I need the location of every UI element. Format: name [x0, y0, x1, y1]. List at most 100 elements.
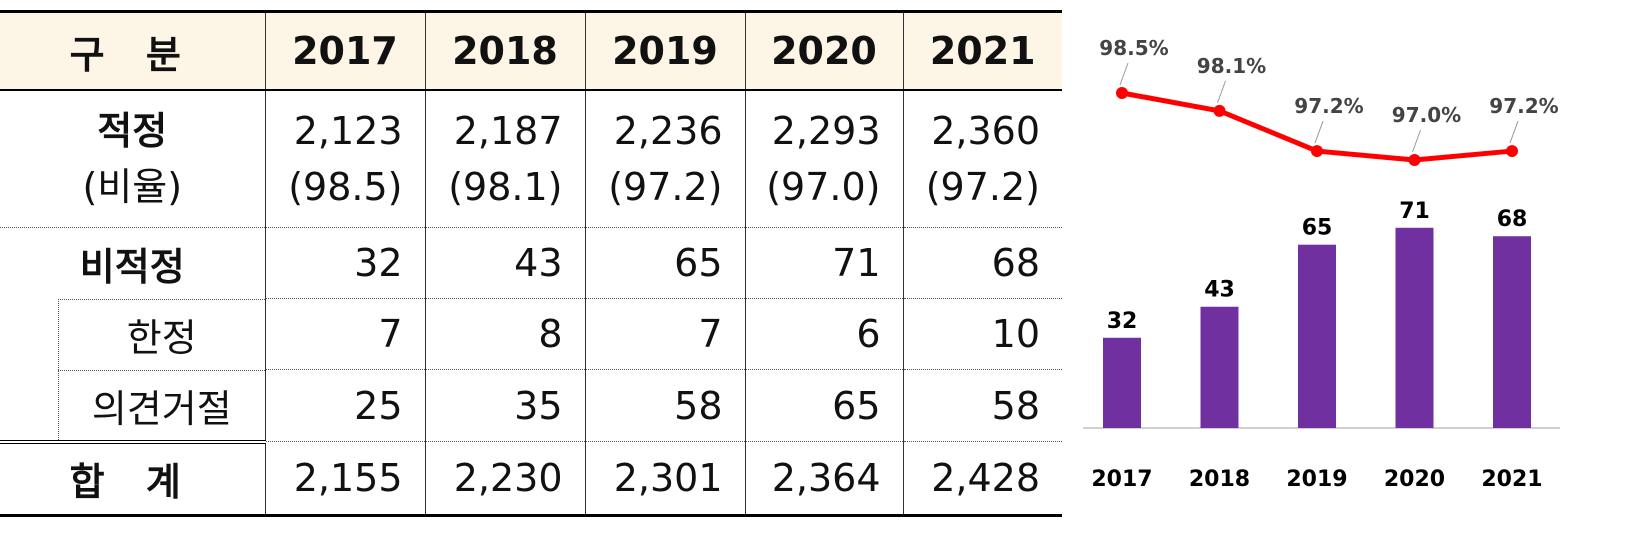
line-marker: [1213, 104, 1226, 117]
row-label: 비적정: [0, 227, 265, 299]
table-cell: 35: [424, 369, 585, 442]
header-row: 구 분 2017 2018 2019 2020 2021: [0, 10, 1062, 91]
x-tick-label: 2017: [1091, 467, 1152, 492]
header-cell: 구 분: [0, 10, 265, 91]
table-cell: 7: [584, 298, 745, 370]
cell-text: 한정: [126, 316, 197, 360]
table-cell: 58: [584, 369, 745, 442]
chart: 2017 2018 2019 2020 2021 32 43 65 71 68 98.5% 98.1%…: [1083, 36, 1560, 492]
cell-line: (97.2): [925, 165, 1040, 209]
cell-text: 의견거절: [91, 386, 232, 431]
row-label: 의견거절: [0, 369, 265, 442]
table-cell: 43: [424, 227, 585, 299]
header-cell: 2019: [584, 10, 745, 91]
table-cell: 32: [264, 227, 425, 299]
line-marker: [1311, 145, 1323, 158]
table-cell: 2,364: [744, 441, 903, 517]
line-label: 98.5%: [1099, 36, 1168, 60]
table-cell: 2,187 (98.1): [424, 90, 585, 228]
bar: [1298, 244, 1336, 428]
x-tick-label: 2020: [1384, 467, 1445, 492]
cell-line: (98.1): [448, 165, 563, 209]
table-row: 의견거절 25 35 58 65 58: [0, 369, 1062, 442]
leader-line: [1314, 120, 1324, 144]
bar-label: 65: [1302, 216, 1333, 241]
cell-text: 6: [856, 312, 881, 356]
cell-text: 71: [832, 241, 881, 285]
header-cell: 2020: [744, 10, 903, 91]
header-cell: 2021: [902, 10, 1062, 91]
table-cell: 71: [744, 227, 903, 299]
line-label: 97.0%: [1392, 103, 1461, 127]
table-cell: 10: [902, 298, 1062, 370]
table-row: 한정 7 8 7 6 10: [0, 298, 1062, 370]
cell-text: 25: [354, 383, 403, 428]
leader-line: [1217, 80, 1226, 104]
bar-label: 43: [1204, 278, 1235, 303]
table-cell: 2,155: [264, 441, 425, 517]
leader-line: [1412, 129, 1421, 153]
bar: [1200, 306, 1239, 428]
cell-text: 58: [991, 383, 1040, 428]
table-cell: 2,301: [584, 441, 745, 517]
cell-text: 2,428: [931, 455, 1040, 500]
row-label: 합 계: [0, 439, 265, 517]
cell-text: 2,301: [613, 455, 723, 500]
table-cell: 65: [744, 369, 903, 442]
table-cell: 2,428: [902, 441, 1062, 517]
line-marker: [1116, 87, 1128, 99]
header-cell: 2018: [424, 10, 585, 91]
line-label: 97.2%: [1294, 94, 1363, 118]
table-cell: 25: [264, 369, 425, 442]
cell-text: 7: [378, 312, 403, 356]
table-cell: 2,236 (97.2): [584, 90, 745, 228]
bar: [1493, 236, 1531, 428]
cell-line: 2,360: [931, 109, 1040, 153]
cell-text: 2,230: [453, 455, 563, 500]
cell-line: 2,236: [613, 109, 723, 153]
leader-line: [1509, 120, 1519, 144]
table-cell: 65: [584, 227, 745, 299]
x-tick-label: 2021: [1481, 467, 1542, 492]
cell-text: 합 계: [69, 460, 195, 504]
cell-text: 2,155: [293, 455, 403, 500]
table-cell: 2,293 (97.0): [744, 90, 903, 228]
line-label: 97.2%: [1489, 94, 1558, 118]
cell-text: 8: [538, 312, 563, 356]
table-cell: 2,360 (97.2): [902, 90, 1062, 228]
bar-label: 71: [1399, 199, 1430, 224]
header-cell: 2017: [264, 10, 425, 91]
sub-label: 한정: [58, 298, 265, 370]
line-marker: [1408, 154, 1421, 166]
cell-text: 10: [991, 312, 1040, 356]
cell-line: 2,187: [453, 109, 563, 153]
table-cell: 2,230: [424, 441, 585, 517]
row-label: 한정: [0, 298, 265, 370]
bar: [1395, 227, 1434, 428]
cell-text: 32: [354, 241, 403, 285]
table-cell: 8: [424, 298, 585, 370]
table-cell: 58: [902, 369, 1062, 442]
table-cell: 68: [902, 227, 1062, 299]
cell-text: 65: [832, 383, 881, 428]
cell-line: (97.0): [766, 165, 881, 209]
cell-text: 58: [674, 383, 723, 428]
bar: [1103, 337, 1141, 428]
cell-text: 65: [674, 241, 723, 285]
table-cell: 6: [744, 298, 903, 370]
table-row: 비적정 32 43 65 71 68: [0, 227, 1062, 299]
sub-label: 의견거절: [58, 369, 265, 440]
table-cell: 7: [264, 298, 425, 370]
cell-text: 2,364: [771, 455, 881, 500]
cell-text: 43: [514, 241, 563, 285]
x-tick-label: 2018: [1189, 467, 1250, 492]
leader-line: [1119, 62, 1129, 86]
cell-text: 35: [514, 383, 563, 428]
table-cell: 2,123 (98.5): [264, 90, 425, 228]
line-label: 98.1%: [1197, 54, 1266, 78]
data-table: 구 분 2017 2018 2019 2020 2021 적정 (비율) 2,123 (98.5)…: [0, 10, 1062, 517]
cell-line: (비율): [82, 165, 183, 209]
cell-text: 비적정: [79, 244, 185, 289]
table-row: 합 계 2,155 2,230 2,301 2,364 2,428: [0, 439, 1062, 517]
